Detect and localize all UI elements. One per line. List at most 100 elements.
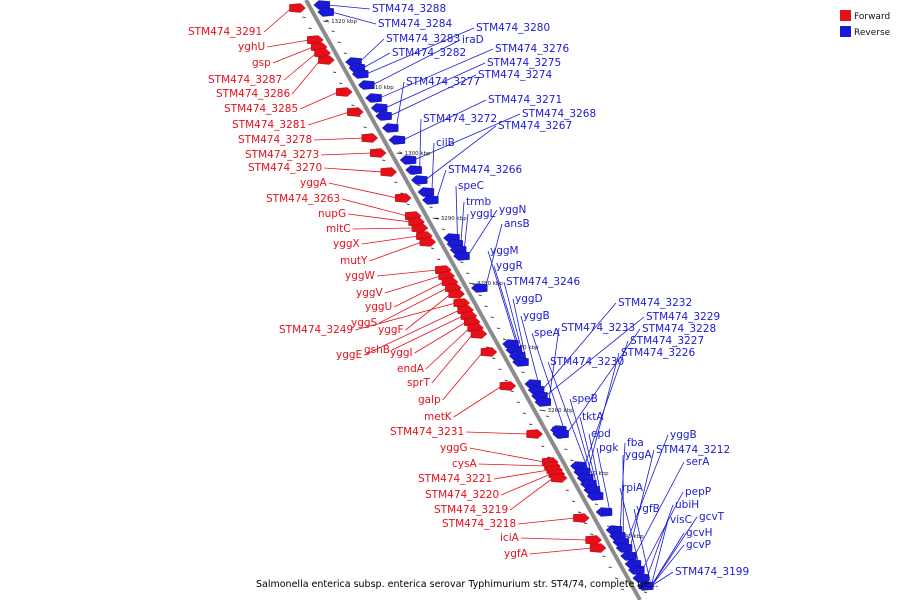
backbone-dash-marker [564, 448, 568, 450]
forward-gene-label-mltc: mltC [326, 223, 351, 235]
reverse-gene-label-stm474-3272: STM474_3272 [423, 113, 497, 125]
reverse-gene-leader-line [503, 281, 524, 357]
forward-gene-label-icia: iciA [500, 532, 520, 544]
backbone-dash-marker [437, 258, 441, 260]
reverse-gene-label-stm474-3267: STM474_3267 [498, 120, 572, 132]
backbone-dash-marker [541, 445, 545, 447]
forward-gene-label-metk: metK [424, 411, 453, 423]
forward-gene-leader-line [272, 46, 314, 64]
tick-label: 1320 kbp [331, 19, 357, 25]
backbone-dash-marker [363, 126, 367, 128]
forward-gene-leader-line [352, 227, 414, 230]
backbone-dash-marker [614, 577, 618, 579]
gene-arrows [289, 0, 654, 591]
tick-label: 3250 kbp [583, 471, 609, 477]
reverse-gene-leader-line [331, 11, 377, 25]
reverse-gene-leader-line [633, 508, 652, 587]
reverse-gene-leader-line [650, 519, 669, 587]
reverse-gene-label-yggl: yggL [470, 208, 496, 220]
reverse-gene-label-stm474-3227: STM474_3227 [630, 335, 704, 347]
forward-gene-arrow [361, 133, 379, 143]
forward-gene-leader-line [324, 167, 383, 173]
reverse-gene-leader-line [372, 39, 461, 86]
backbone-dash-marker [478, 294, 482, 296]
forward-gene-arrow [589, 543, 607, 553]
reverse-gene-leader-line [435, 169, 447, 201]
forward-gene-leader-line [342, 198, 408, 217]
reverse-gene-label-stm474-3283: STM474_3283 [386, 33, 460, 45]
genome-caption: Salmonella enterica subsp. enterica sero… [256, 579, 658, 590]
forward-gene-label-gshb: gshB [364, 344, 390, 356]
reverse-gene-leader-line [634, 461, 685, 557]
reverse-gene-label-cilb: cilB [436, 137, 455, 149]
reverse-gene-arrow [620, 551, 637, 561]
forward-gene-arrow [448, 289, 465, 299]
backbone-dash-marker [608, 566, 612, 568]
reverse-gene-label-pgk: pgk [599, 442, 619, 454]
reverse-gene-leader-line [487, 250, 517, 345]
forward-gene-arrow [550, 473, 568, 483]
reverse-gene-leader-line [626, 434, 669, 543]
reverse-gene-label-rpia: rpiA [622, 482, 644, 494]
backbone-dash-marker [502, 338, 507, 340]
backbone-dash-marker [398, 151, 403, 153]
reverse-gene-label-yggd: yggD [515, 293, 543, 305]
forward-gene-leader-line [414, 321, 467, 354]
forward-gene-leader-line [369, 241, 422, 262]
reverse-gene-label-stm474-3246: STM474_3246 [506, 276, 580, 288]
reverse-gene-arrow [636, 581, 654, 591]
forward-gene-leader-line [405, 293, 451, 331]
forward-gene-label-yggu: yggU [365, 301, 392, 313]
reverse-gene-label-ansb: ansB [504, 218, 530, 230]
forward-gene-label-yggg: yggG [440, 442, 468, 454]
reverse-gene-leader-line [584, 340, 629, 467]
tick-mark [396, 152, 403, 155]
backbone-dash-marker [351, 104, 355, 106]
reverse-gene-arrow [552, 429, 569, 439]
forward-gene-label-yggx: yggX [333, 238, 360, 250]
forward-gene-leader-line [355, 302, 456, 331]
reverse-gene-leader-line [366, 27, 475, 75]
forward-gene-leader-line [384, 275, 441, 294]
backbone-dash-marker [308, 27, 312, 29]
reverse-gene-leader-line [619, 487, 640, 565]
tick-mark [539, 409, 546, 412]
forward-gene-label-stm474-3249: STM474_3249 [279, 324, 353, 336]
reverse-gene-leader-line [359, 38, 385, 63]
reverse-gene-leader-line [646, 504, 674, 579]
forward-gene-label-sprt: sprT [407, 377, 430, 389]
forward-gene-label-stm474-3278: STM474_3278 [238, 134, 312, 146]
forward-gene-label-stm474-3221: STM474_3221 [418, 473, 492, 485]
backbone-dash-marker [584, 522, 588, 524]
forward-gene-label-stm474-3273: STM474_3273 [245, 149, 319, 161]
forward-gene-arrow [453, 298, 470, 308]
forward-gene-arrow [380, 167, 398, 177]
reverse-gene-leader-line [419, 118, 422, 171]
reverse-gene-leader-line [467, 209, 498, 257]
backbone-dash-marker [394, 181, 398, 183]
leader-lines [263, 4, 698, 587]
reverse-gene-label-fba: fba [627, 437, 644, 449]
reverse-gene-label-ubih: ubiH [675, 499, 699, 511]
backbone-dash-marker [339, 82, 343, 84]
reverse-gene-leader-line [384, 62, 486, 109]
reverse-gene-label-trmb: trmb [466, 196, 491, 208]
reverse-gene-label-gcvt: gcvT [699, 511, 725, 523]
reverse-gene-label-stm474-3277: STM474_3277 [406, 76, 480, 88]
forward-gene-label-nupg: nupG [318, 208, 346, 220]
reverse-gene-arrow [381, 123, 399, 133]
reverse-gene-label-stm474-3226: STM474_3226 [621, 347, 695, 359]
forward-gene-leader-line [494, 469, 549, 480]
backbone-dash-marker [545, 415, 549, 417]
reverse-gene-leader-line [512, 298, 527, 363]
reverse-gene-label-stm474-3288: STM474_3288 [372, 3, 446, 15]
backbone-dash-marker [590, 533, 594, 535]
reverse-gene-label-stm474-3228: STM474_3228 [642, 323, 716, 335]
forward-gene-leader-line [361, 235, 419, 245]
reverse-gene-label-stm474-3229: STM474_3229 [646, 311, 720, 323]
reverse-gene-label-stm474-3233: STM474_3233 [561, 322, 635, 334]
reverse-gene-leader-line [389, 74, 477, 117]
backbone-dash-marker [492, 357, 496, 359]
forward-gene-leader-line [431, 333, 474, 384]
backbone-dash-marker [460, 261, 464, 263]
